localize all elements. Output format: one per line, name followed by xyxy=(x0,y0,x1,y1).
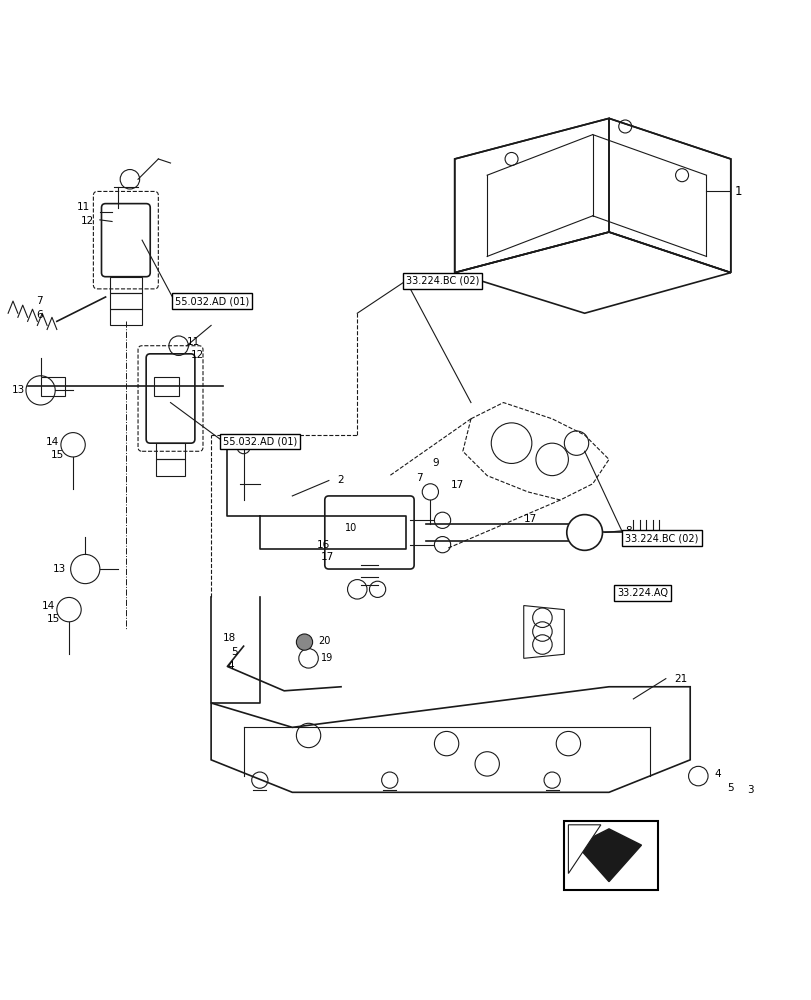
Text: 11: 11 xyxy=(77,202,90,212)
Text: 14: 14 xyxy=(45,437,58,447)
Text: 7: 7 xyxy=(415,473,422,483)
Text: 21: 21 xyxy=(673,674,686,684)
Text: 8: 8 xyxy=(624,526,631,536)
Text: 55.032.AD (01): 55.032.AD (01) xyxy=(174,296,248,306)
Text: 18: 18 xyxy=(223,633,236,643)
Text: 17: 17 xyxy=(320,552,333,562)
Text: 15: 15 xyxy=(47,614,60,624)
Text: 10: 10 xyxy=(345,523,357,533)
Text: 19: 19 xyxy=(320,653,333,663)
Bar xyxy=(564,821,657,890)
Text: 33.224.AQ: 33.224.AQ xyxy=(616,588,667,598)
Text: 1: 1 xyxy=(734,185,741,198)
Text: 12: 12 xyxy=(191,350,204,360)
Text: 17: 17 xyxy=(523,514,536,524)
Text: 5: 5 xyxy=(231,647,238,657)
Circle shape xyxy=(296,634,312,650)
Text: 33.224.BC (02): 33.224.BC (02) xyxy=(624,533,697,543)
Text: 14: 14 xyxy=(41,601,54,611)
Text: 17: 17 xyxy=(450,480,463,490)
Text: 2: 2 xyxy=(337,475,343,485)
Text: 9: 9 xyxy=(432,458,439,468)
Text: 20: 20 xyxy=(318,636,330,646)
Polygon shape xyxy=(568,825,600,874)
Text: 55.032.AD (01): 55.032.AD (01) xyxy=(223,437,297,447)
Text: 13: 13 xyxy=(12,385,25,395)
Text: 6: 6 xyxy=(36,310,43,320)
Text: 7: 7 xyxy=(36,296,43,306)
Text: 5: 5 xyxy=(726,783,732,793)
Text: 4: 4 xyxy=(714,769,720,779)
Text: 11: 11 xyxy=(187,337,200,347)
Text: 33.224.BC (02): 33.224.BC (02) xyxy=(406,276,478,286)
Text: 12: 12 xyxy=(81,216,94,226)
Text: 4: 4 xyxy=(227,661,234,671)
Text: 16: 16 xyxy=(316,540,329,550)
Text: 15: 15 xyxy=(51,450,64,460)
Polygon shape xyxy=(576,829,641,882)
Text: 13: 13 xyxy=(53,564,66,574)
Text: 3: 3 xyxy=(746,785,753,795)
